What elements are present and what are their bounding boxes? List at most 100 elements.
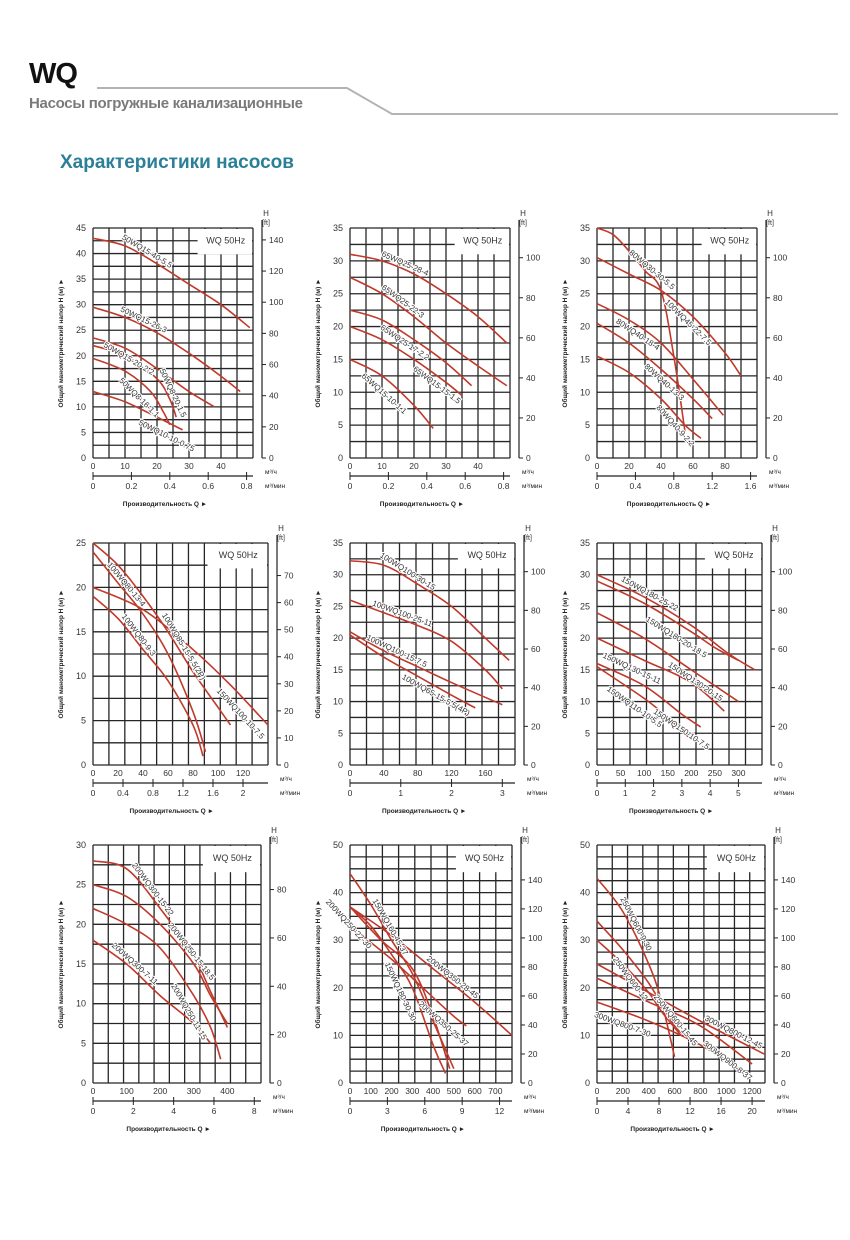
badge-box — [701, 229, 756, 255]
x-axis-title: Производительность Q ► — [380, 501, 464, 508]
y-tick-label: 10 — [76, 402, 86, 412]
pump-curve — [349, 634, 476, 709]
y-tick-label: 30 — [333, 570, 343, 580]
x-tick-label: 200 — [684, 768, 698, 778]
x2-tick-label: 6 — [212, 1106, 217, 1116]
x-tick-label: 30 — [441, 461, 451, 471]
x-tick-label: 40 — [216, 461, 226, 471]
x2-tick-label: 4 — [626, 1106, 631, 1116]
badge-label: WQ 50Hz — [710, 236, 750, 246]
curve-label: 80WQ40-13-3 — [643, 362, 687, 403]
ft-tick-label: 20 — [526, 413, 536, 423]
grid — [92, 844, 262, 1084]
pump-curve — [349, 873, 455, 1070]
x2-tick-label: 0.2 — [125, 481, 137, 491]
pump-curve — [596, 612, 739, 703]
ft-tick-label: 0 — [778, 760, 783, 770]
x-tick-label: 40 — [656, 461, 666, 471]
x2-tick-label: 0 — [91, 481, 96, 491]
x-tick-label: 100 — [211, 768, 225, 778]
header-divider — [97, 87, 838, 115]
pump-curve — [92, 306, 241, 393]
x2-tick-label: 0.4 — [629, 481, 641, 491]
y-axis-title: Общий манометрический напор H (м) ► — [561, 589, 569, 718]
badge-box — [455, 846, 511, 873]
x-tick-label: 60 — [163, 768, 173, 778]
y-axis-title: Общий манометрический напор H (м) ► — [57, 278, 65, 407]
badge-box — [202, 846, 260, 873]
badge-label: WQ 50Hz — [714, 550, 754, 560]
x-tick-label: 800 — [693, 1086, 707, 1096]
x-axis-title: Производительность Q ► — [629, 808, 713, 815]
plot-root: WQ 50Hz 0 5 10 15 20 25 30 35 Общий манометрическ… — [561, 209, 790, 508]
curve-label: 100WQ85-15-5.5(2P) — [160, 611, 208, 681]
badge-box — [197, 229, 252, 255]
x2-unit-label: м³/мин — [280, 790, 301, 797]
x-unit-label: м³/ч — [774, 776, 786, 783]
ft-tick-label: 60 — [773, 333, 783, 343]
ft-tick-label: 30 — [284, 679, 294, 689]
ft-tick-label: 0 — [773, 453, 778, 463]
x2-tick-label: 3 — [385, 1106, 390, 1116]
curve-label: 80WQ40-18-4 — [614, 317, 661, 353]
ft-tick-label: 40 — [531, 683, 541, 693]
badge-box — [457, 544, 514, 569]
ft-tick-label: 80 — [277, 885, 287, 895]
pump-curve — [92, 907, 222, 1060]
y-tick-label: 25 — [333, 289, 343, 299]
x2-tick-label: 9 — [460, 1106, 465, 1116]
ft-tick-label: 140 — [269, 235, 283, 245]
pump-curve — [349, 559, 510, 661]
x-tick-label: 120 — [444, 768, 458, 778]
ft-tick-label: 20 — [284, 706, 294, 716]
y-tick-label: 5 — [585, 728, 590, 738]
pump-curve — [92, 551, 207, 752]
y-tick-label: 5 — [338, 728, 343, 738]
x-axis-title: Производительность Q ► — [630, 1126, 714, 1133]
ft-tick-label: 40 — [778, 683, 788, 693]
ft-tick-label: 80 — [531, 605, 541, 615]
x2-tick-label: 1.6 — [207, 788, 219, 798]
y-tick-label: 40 — [333, 888, 343, 898]
pump-curve — [596, 666, 692, 741]
x2-tick-label: 0.8 — [498, 481, 510, 491]
x-axis-title: Производительность Q ► — [126, 1126, 210, 1133]
ft-tick-label: 20 — [781, 1049, 791, 1059]
y-tick-label: 15 — [580, 665, 590, 675]
x2-tick-label: 0 — [595, 788, 600, 798]
pump-curve — [349, 276, 508, 387]
ft-tick-label: 100 — [773, 253, 787, 263]
curve-label: 65WQ25-28-4 — [380, 249, 430, 278]
x-tick-label: 160 — [478, 768, 492, 778]
ft-tick-label: 40 — [528, 1020, 538, 1030]
y-tick-label: 10 — [76, 671, 86, 681]
y-tick-label: 0 — [585, 1078, 590, 1088]
y-tick-label: 0 — [338, 760, 343, 770]
ft-tick-label: 20 — [269, 422, 279, 432]
y-axis-title: Общий манометрический напор H (м) ► — [314, 899, 322, 1028]
x2-tick-label: 0.4 — [421, 481, 433, 491]
y-tick-label: 40 — [76, 249, 86, 259]
y-tick-label: 10 — [580, 1030, 590, 1040]
badge-label: WQ 50Hz — [465, 853, 505, 863]
badge-label: WQ 50Hz — [717, 853, 757, 863]
x-tick-label: 500 — [447, 1086, 461, 1096]
x-tick-label: 600 — [468, 1086, 482, 1096]
x-tick-label: 30 — [184, 461, 194, 471]
pump-curve — [596, 662, 702, 728]
x-tick-label: 1200 — [743, 1086, 762, 1096]
badge-box — [706, 846, 764, 873]
ft-tick-label: 100 — [781, 933, 795, 943]
x2-tick-label: 1.6 — [745, 481, 757, 491]
x2-tick-label: 8 — [252, 1106, 257, 1116]
x2-tick-label: 0.2 — [382, 481, 394, 491]
x-tick-label: 60 — [688, 461, 698, 471]
x-axis-title: Производительность Q ► — [382, 808, 466, 815]
y-axis-title: Общий манометрический напор H (м) ► — [314, 589, 322, 718]
y-axis-title: Общий манометрический напор H (м) ► — [561, 899, 569, 1028]
pump-curve — [92, 595, 204, 757]
ft-tick-label: 20 — [778, 721, 788, 731]
pump-curve — [596, 977, 753, 1065]
ft-axis-unit: [ft] — [766, 220, 774, 227]
ft-tick-label: 0 — [277, 1078, 282, 1088]
